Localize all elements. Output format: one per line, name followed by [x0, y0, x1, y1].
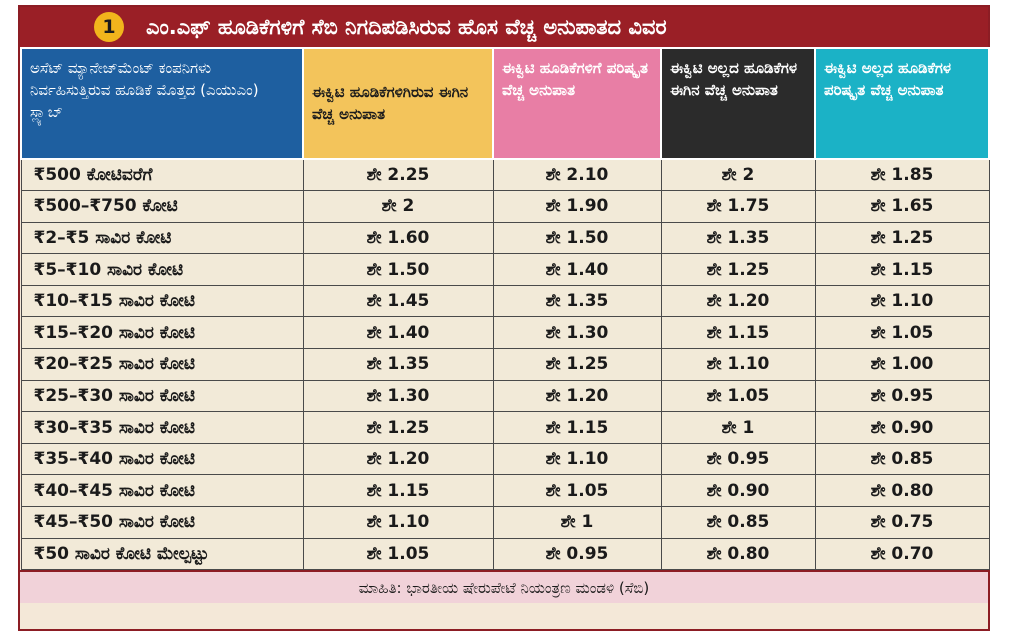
table-row: ₹500–₹750 ಕೋಟಿ ಶೇ 2 ಶೇ 1.90 ಶೇ 1.75 ಶೇ 1.65	[20, 190, 990, 223]
equity-revised-cell: ಶೇ 2.10	[492, 158, 662, 192]
aum-slab-cell: ₹15–₹20 ಸಾವಿರ ಕೋಟಿ	[20, 316, 304, 350]
table-row: ₹2–₹5 ಸಾವಿರ ಕೋಟಿ ಶೇ 1.60 ಶೇ 1.50 ಶೇ 1.35 ಶೇ …	[20, 221, 990, 255]
equity-current-cell: ಶೇ 1.40	[302, 316, 494, 350]
equity-revised-cell: ಶೇ 1	[492, 506, 662, 539]
aum-slab-cell: ₹500–₹750 ಕೋಟಿ	[20, 190, 304, 223]
equity-current-cell: ಶೇ 1.50	[302, 253, 494, 286]
nonequity-current-cell: ಶೇ 0.80	[660, 537, 816, 571]
equity-revised-cell: ಶೇ 1.40	[492, 253, 662, 286]
equity-current-cell: ಶೇ 1.05	[302, 537, 494, 571]
table-row: ₹20–₹25 ಸಾವಿರ ಕೋಟಿ ಶೇ 1.35 ಶೇ 1.25 ಶೇ 1.10 ಶ…	[20, 348, 990, 381]
nonequity-revised-cell: ಶೇ 0.80	[814, 474, 990, 508]
nonequity-revised-cell: ಶೇ 1.10	[814, 284, 990, 318]
table-row: ₹45–₹50 ಸಾವಿರ ಕೋಟಿ ಶೇ 1.10 ಶೇ 1 ಶೇ 0.85 ಶೇ 0…	[20, 506, 990, 539]
equity-revised-cell: ಶೇ 1.25	[492, 348, 662, 381]
table-row: ₹15–₹20 ಸಾವಿರ ಕೋಟಿ ಶೇ 1.40 ಶೇ 1.30 ಶೇ 1.15 ಶ…	[20, 316, 990, 350]
nonequity-current-cell: ಶೇ 0.85	[660, 506, 816, 539]
aum-slab-cell: ₹30–₹35 ಸಾವಿರ ಕೋಟಿ	[20, 411, 304, 444]
table-row: ₹500 ಕೋಟಿವರೆಗೆ ಶೇ 2.25 ಶೇ 2.10 ಶೇ 2 ಶೇ 1.85	[20, 158, 990, 192]
nonequity-current-cell: ಶೇ 1.75	[660, 190, 816, 223]
table-row: ₹40–₹45 ಸಾವಿರ ಕೋಟಿ ಶೇ 1.15 ಶೇ 1.05 ಶೇ 0.90 ಶ…	[20, 474, 990, 508]
nonequity-current-cell: ಶೇ 1.20	[660, 284, 816, 318]
nonequity-revised-cell: ಶೇ 0.85	[814, 442, 990, 476]
nonequity-revised-cell: ಶೇ 0.70	[814, 537, 990, 571]
equity-revised-cell: ಶೇ 1.35	[492, 284, 662, 318]
equity-revised-cell: ಶೇ 1.10	[492, 442, 662, 476]
nonequity-revised-cell: ಶೇ 0.75	[814, 506, 990, 539]
table-row: ₹35–₹40 ಸಾವಿರ ಕೋಟಿ ಶೇ 1.20 ಶೇ 1.10 ಶೇ 0.95 ಶ…	[20, 442, 990, 476]
table-body: ₹500 ಕೋಟಿವರೆಗೆ ಶೇ 2.25 ಶೇ 2.10 ಶೇ 2 ಶೇ 1.85 ₹…	[20, 158, 990, 571]
equity-revised-cell: ಶೇ 1.15	[492, 411, 662, 444]
equity-current-cell: ಶೇ 1.60	[302, 221, 494, 255]
equity-current-cell: ಶೇ 1.45	[302, 284, 494, 318]
number-badge: 1	[94, 12, 124, 42]
nonequity-revised-cell: ಶೇ 1.00	[814, 348, 990, 381]
equity-revised-cell: ಶೇ 1.50	[492, 221, 662, 255]
nonequity-current-cell: ಶೇ 0.90	[660, 474, 816, 508]
aum-slab-cell: ₹5–₹10 ಸಾವಿರ ಕೋಟಿ	[20, 253, 304, 286]
equity-current-cell: ಶೇ 1.25	[302, 411, 494, 444]
column-header-equity-revised: ಈಕ್ವಿಟಿ ಹೂಡಿಕೆಗಳಿಗೆ ಪರಿಷ್ಕೃತ ವೆಚ್ಚ ಅನುಪಾ…	[492, 47, 662, 160]
column-header-nonequity-current: ಈಕ್ವಿಟಿ ಅಲ್ಲದ ಹೂಡಿಕೆಗಳ ಈಗಿನ ವೆಚ್ಚ ಅನುಪಾತ	[660, 47, 816, 160]
nonequity-revised-cell: ಶೇ 1.05	[814, 316, 990, 350]
aum-slab-cell: ₹50 ಸಾವಿರ ಕೋಟಿ ಮೇಲ್ಪಟ್ಟು	[20, 537, 304, 571]
equity-current-cell: ಶೇ 1.30	[302, 379, 494, 413]
nonequity-revised-cell: ಶೇ 0.90	[814, 411, 990, 444]
aum-slab-cell: ₹40–₹45 ಸಾವಿರ ಕೋಟಿ	[20, 474, 304, 508]
source-note: ಮಾಹಿತಿ: ಭಾರತೀಯ ಷೇರುಪೇಟೆ ನಿಯಂತ್ರಣ ಮಂಡಳಿ (…	[20, 570, 988, 604]
nonequity-current-cell: ಶೇ 1.10	[660, 348, 816, 381]
aum-slab-cell: ₹25–₹30 ಸಾವಿರ ಕೋಟಿ	[20, 379, 304, 413]
aum-slab-cell: ₹10–₹15 ಸಾವಿರ ಕೋಟಿ	[20, 284, 304, 318]
nonequity-revised-cell: ಶೇ 1.25	[814, 221, 990, 255]
nonequity-revised-cell: ಶೇ 1.15	[814, 253, 990, 286]
table-row: ₹10–₹15 ಸಾವಿರ ಕೋಟಿ ಶೇ 1.45 ಶೇ 1.35 ಶೇ 1.20 ಶ…	[20, 284, 990, 318]
table-row: ₹30–₹35 ಸಾವಿರ ಕೋಟಿ ಶೇ 1.25 ಶೇ 1.15 ಶೇ 1 ಶೇ 0…	[20, 411, 990, 444]
nonequity-current-cell: ಶೇ 1.15	[660, 316, 816, 350]
equity-revised-cell: ಶೇ 0.95	[492, 537, 662, 571]
nonequity-current-cell: ಶೇ 1	[660, 411, 816, 444]
equity-current-cell: ಶೇ 2	[302, 190, 494, 223]
nonequity-current-cell: ಶೇ 1.35	[660, 221, 816, 255]
equity-current-cell: ಶೇ 1.10	[302, 506, 494, 539]
nonequity-current-cell: ಶೇ 0.95	[660, 442, 816, 476]
expense-ratio-table: ಅಸೆಟ್ ಮ್ಯಾನೇಜ್‌ಮೆಂಟ್ ಕಂಪನಿಗಳು ನಿರ್ವಹಿಸುತ…	[20, 47, 990, 571]
table-row: ₹25–₹30 ಸಾವಿರ ಕೋಟಿ ಶೇ 1.30 ಶೇ 1.20 ಶೇ 1.05 ಶ…	[20, 379, 990, 413]
table-row: ₹5–₹10 ಸಾವಿರ ಕೋಟಿ ಶೇ 1.50 ಶೇ 1.40 ಶೇ 1.25 ಶೇ…	[20, 253, 990, 286]
equity-current-cell: ಶೇ 1.20	[302, 442, 494, 476]
aum-slab-cell: ₹45–₹50 ಸಾವಿರ ಕೋಟಿ	[20, 506, 304, 539]
table-row: ₹50 ಸಾವಿರ ಕೋಟಿ ಮೇಲ್ಪಟ್ಟು ಶೇ 1.05 ಶೇ 0.95 ಶೇ…	[20, 537, 990, 571]
equity-current-cell: ಶೇ 1.35	[302, 348, 494, 381]
aum-slab-cell: ₹35–₹40 ಸಾವಿರ ಕೋಟಿ	[20, 442, 304, 476]
equity-revised-cell: ಶೇ 1.90	[492, 190, 662, 223]
aum-slab-cell: ₹500 ಕೋಟಿವರೆಗೆ	[20, 158, 304, 192]
nonequity-current-cell: ಶೇ 1.05	[660, 379, 816, 413]
title-bar: 1 ಎಂ.ಎಫ್ ಹೂಡಿಕೆಗಳಿಗೆ ಸೆಬಿ ನಿಗದಿಪಡಿಸಿರುವ …	[20, 7, 988, 47]
equity-revised-cell: ಶೇ 1.20	[492, 379, 662, 413]
nonequity-current-cell: ಶೇ 2	[660, 158, 816, 192]
column-header-nonequity-revised: ಈಕ್ವಿಟಿ ಅಲ್ಲದ ಹೂಡಿಕೆಗಳ ಪರಿಷ್ಕೃತ ವೆಚ್ಚ ಅನ…	[814, 47, 990, 160]
nonequity-revised-cell: ಶೇ 0.95	[814, 379, 990, 413]
equity-current-cell: ಶೇ 1.15	[302, 474, 494, 508]
equity-revised-cell: ಶೇ 1.30	[492, 316, 662, 350]
column-header-equity-current: ಈಕ್ವಿಟಿ ಹೂಡಿಕೆಗಳಿಗಿರುವ ಈಗಿನ ವೆಚ್ಚ ಅನುಪಾತ	[302, 47, 494, 160]
infographic-frame: 1 ಎಂ.ಎಫ್ ಹೂಡಿಕೆಗಳಿಗೆ ಸೆಬಿ ನಿಗದಿಪಡಿಸಿರುವ …	[18, 5, 990, 631]
equity-revised-cell: ಶೇ 1.05	[492, 474, 662, 508]
column-header-aum-slab: ಅಸೆಟ್ ಮ್ಯಾನೇಜ್‌ಮೆಂಟ್ ಕಂಪನಿಗಳು ನಿರ್ವಹಿಸುತ…	[20, 47, 304, 160]
equity-current-cell: ಶೇ 2.25	[302, 158, 494, 192]
nonequity-revised-cell: ಶೇ 1.85	[814, 158, 990, 192]
nonequity-revised-cell: ಶೇ 1.65	[814, 190, 990, 223]
chart-title: ಎಂ.ಎಫ್ ಹೂಡಿಕೆಗಳಿಗೆ ಸೆಬಿ ನಿಗದಿಪಡಿಸಿರುವ ಹೊ…	[146, 14, 667, 39]
nonequity-current-cell: ಶೇ 1.25	[660, 253, 816, 286]
header-row: ಅಸೆಟ್ ಮ್ಯಾನೇಜ್‌ಮೆಂಟ್ ಕಂಪನಿಗಳು ನಿರ್ವಹಿಸುತ…	[20, 47, 990, 160]
aum-slab-cell: ₹2–₹5 ಸಾವಿರ ಕೋಟಿ	[20, 221, 304, 255]
aum-slab-cell: ₹20–₹25 ಸಾವಿರ ಕೋಟಿ	[20, 348, 304, 381]
